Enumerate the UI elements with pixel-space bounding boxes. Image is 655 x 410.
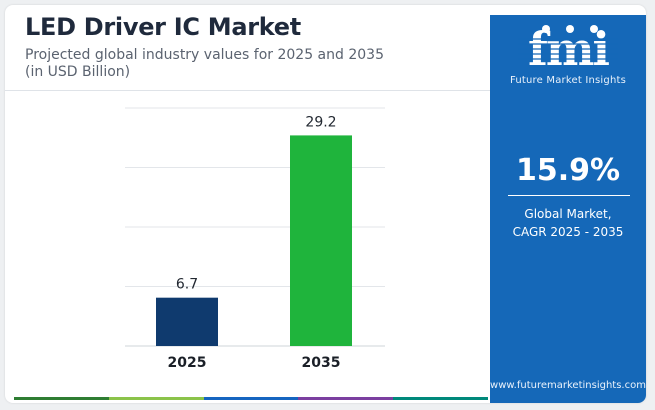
accent-stripe-segment bbox=[14, 397, 109, 400]
data-label-2025: 6.7 bbox=[176, 277, 198, 293]
fmi-logo-icon: fmi bbox=[518, 22, 618, 75]
bar-chart: 6.7 2025 29.2 2035 bbox=[125, 107, 385, 371]
chart-subtitle: Projected global industry values for 202… bbox=[25, 47, 465, 81]
subtitle-line-2: (in USD Billion) bbox=[25, 64, 131, 80]
brand-name: Future Market Insights bbox=[509, 75, 627, 86]
chart-title: LED Driver IC Market bbox=[25, 13, 301, 41]
cagr-value: 15.9% bbox=[515, 153, 621, 188]
infographic-card: LED Driver IC Market Projected global in… bbox=[5, 5, 646, 403]
cagr-label-line-1: Global Market, bbox=[524, 207, 612, 221]
header-divider bbox=[5, 90, 491, 91]
x-tick-label-2035: 2035 bbox=[302, 355, 341, 371]
data-label-2035: 29.2 bbox=[305, 114, 336, 130]
accent-stripe-segment bbox=[298, 397, 394, 400]
accent-stripe-segment bbox=[108, 397, 204, 400]
cagr-label-line-2: CAGR 2025 - 2035 bbox=[512, 225, 624, 239]
subtitle-line-1: Projected global industry values for 202… bbox=[25, 47, 384, 63]
x-tick-label-2025: 2025 bbox=[168, 355, 207, 371]
bar-2035 bbox=[290, 135, 352, 346]
accent-stripe-segment bbox=[393, 397, 488, 400]
cagr-divider bbox=[508, 195, 630, 196]
accent-stripe bbox=[14, 397, 488, 400]
website-link[interactable]: www.futuremarketinsights.com bbox=[490, 380, 646, 391]
bar-2025 bbox=[156, 297, 218, 346]
accent-stripe-segment bbox=[203, 397, 299, 400]
cagr-panel: fmi Future Market Insights 15.9% Global … bbox=[490, 15, 646, 403]
